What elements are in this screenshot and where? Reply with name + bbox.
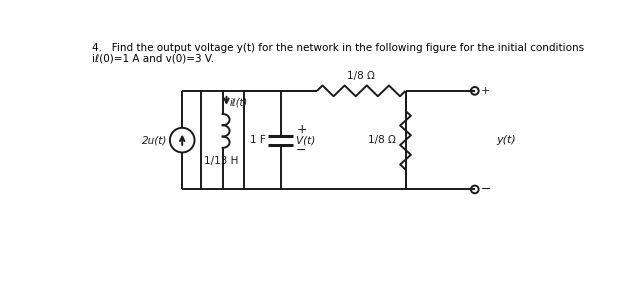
Text: +: + [481, 86, 490, 96]
Text: 2u(t): 2u(t) [142, 135, 167, 145]
Text: 4.   Find the output voltage y(t) for the network in the following figure for th: 4. Find the output voltage y(t) for the … [92, 43, 584, 53]
Text: −: − [481, 183, 491, 196]
Text: iℓ(t): iℓ(t) [229, 97, 248, 107]
Text: +: + [296, 123, 307, 136]
Text: 1/13 H: 1/13 H [204, 156, 238, 166]
Text: iℓ(0)=1 A and v⁣(0)=3 V.: iℓ(0)=1 A and v⁣(0)=3 V. [92, 54, 214, 64]
Text: 1 F: 1 F [251, 135, 266, 145]
Text: 1/8 Ω: 1/8 Ω [368, 135, 396, 145]
Text: y(t): y(t) [497, 135, 516, 145]
Text: V⁣(t): V⁣(t) [296, 135, 316, 145]
Text: 1/8 Ω: 1/8 Ω [347, 71, 375, 81]
Text: −: − [296, 144, 307, 157]
